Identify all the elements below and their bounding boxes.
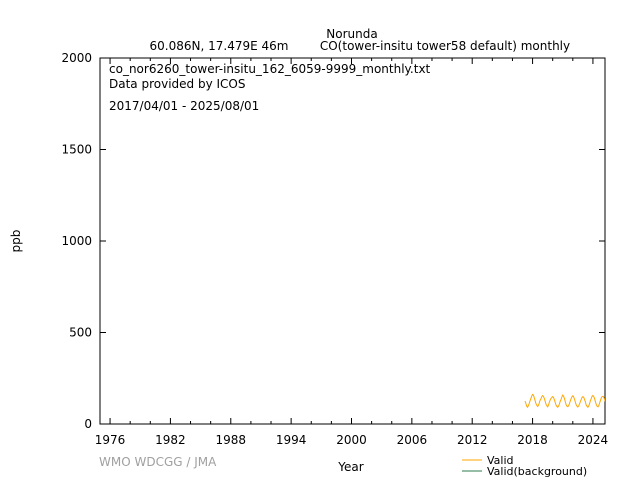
series-line-valid — [524, 393, 605, 409]
x-tick-label: 1994 — [276, 433, 307, 447]
annotation-filename: co_nor6260_tower-insitu_162_6059-9999_mo… — [109, 62, 431, 76]
chart-subtitle-species: CO(tower-insitu tower58 default) monthly — [320, 39, 570, 53]
chart-title: Norunda — [326, 27, 377, 41]
legend-label-valid: Valid — [487, 454, 514, 467]
annotation-period: 2017/04/01 - 2025/08/01 — [109, 99, 259, 113]
annotation-provider: Data provided by ICOS — [109, 77, 245, 91]
y-tick-label: 0 — [84, 417, 92, 431]
y-tick-label: 2000 — [61, 51, 92, 65]
x-tick-label: 2012 — [457, 433, 488, 447]
x-tick-label: 1988 — [216, 433, 247, 447]
y-tick-label: 1500 — [61, 143, 92, 157]
y-tick-label: 500 — [69, 326, 92, 340]
x-tick-label: 2006 — [397, 433, 428, 447]
chart-subtitle-location: 60.086N, 17.479E 46m — [150, 39, 289, 53]
watermark: WMO WDCGG / JMA — [99, 455, 217, 469]
y-axis-label: ppb — [9, 230, 23, 253]
x-tick-label: 1976 — [95, 433, 126, 447]
y-tick-label: 1000 — [61, 234, 92, 248]
x-axis-label: Year — [337, 460, 363, 474]
x-tick-label: 1982 — [155, 433, 186, 447]
legend-label-background: Valid(background) — [487, 465, 587, 478]
x-tick-label: 2024 — [578, 433, 609, 447]
x-tick-label: 2000 — [336, 433, 367, 447]
x-tick-label: 2018 — [517, 433, 548, 447]
